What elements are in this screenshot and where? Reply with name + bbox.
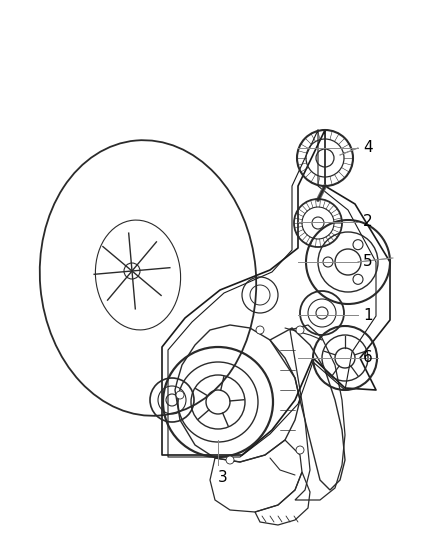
- Text: 1: 1: [363, 308, 373, 322]
- Circle shape: [296, 326, 304, 334]
- Text: 5: 5: [363, 254, 373, 270]
- Circle shape: [256, 326, 264, 334]
- Circle shape: [226, 456, 234, 464]
- Circle shape: [176, 391, 184, 399]
- Text: 6: 6: [363, 351, 373, 366]
- Text: 3: 3: [218, 471, 228, 486]
- Text: 4: 4: [363, 141, 373, 156]
- Circle shape: [296, 446, 304, 454]
- Text: 2: 2: [363, 214, 373, 230]
